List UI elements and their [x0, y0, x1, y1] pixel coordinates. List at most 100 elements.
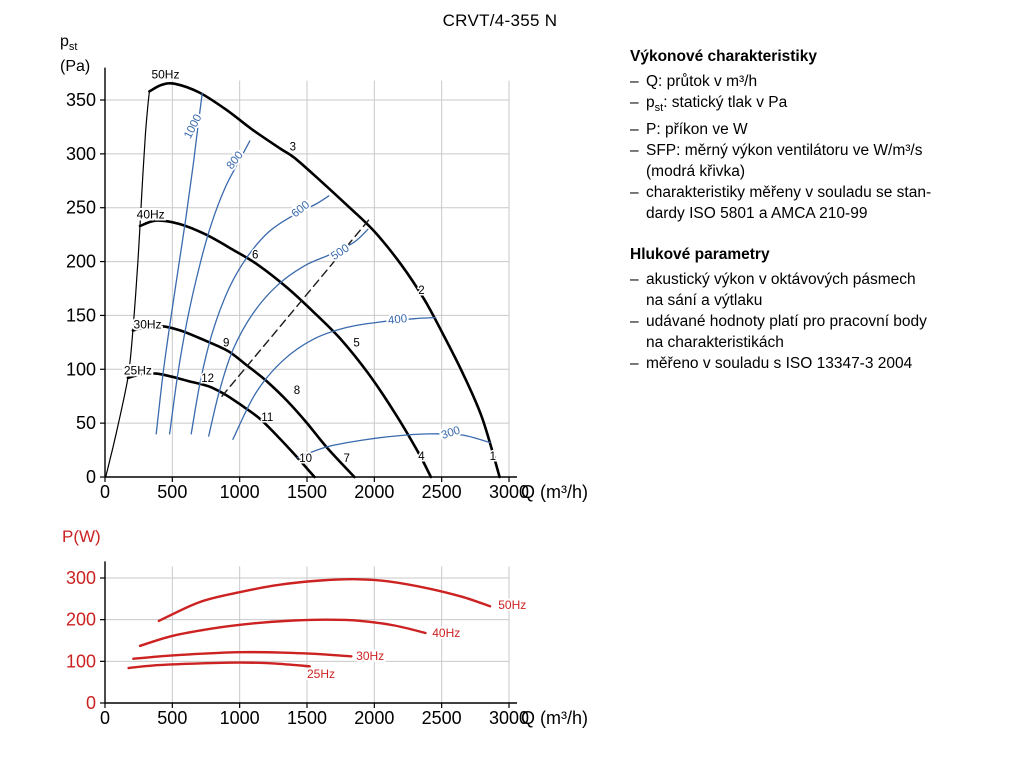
dash-bullet: –: [630, 184, 639, 202]
curve-label-600: 600: [290, 199, 313, 220]
x-tick-label: 2500: [422, 708, 462, 728]
x-tick-label: 0: [100, 482, 110, 502]
y-tick-label: 200: [66, 252, 96, 272]
x-tick-label: 2000: [354, 708, 394, 728]
info-item: – charakteristiky měřeny v souladu se sta…: [630, 182, 1022, 224]
dash-bullet: –: [630, 313, 639, 331]
dash-bullet: –: [630, 73, 639, 90]
sfp-curve-400: [232, 316, 437, 440]
fan-curve-40Hz: [138, 219, 433, 479]
surge-line: [105, 90, 150, 478]
power-curve-50Hz: [157, 577, 492, 623]
curve-label-25Hz: 25Hz: [124, 364, 152, 378]
x-tick-label: 3000: [489, 482, 529, 502]
working-point-label-6: 6: [252, 249, 258, 261]
power-curve-40Hz: [138, 618, 427, 648]
info-item: – P: příkon ve W: [630, 119, 1022, 140]
dash-bullet: –: [630, 142, 639, 160]
info-item-text: měřeno v souladu s ISO 13347-3 2004: [646, 355, 913, 373]
curve-label-50Hz: 50Hz: [498, 598, 526, 612]
y-tick-label: 50: [76, 413, 96, 433]
info-item: – akustický výkon v oktávových pásmech na …: [630, 269, 1022, 311]
info-item: – udávané hodnoty platí pro pracovní body…: [630, 311, 1022, 353]
info-item-text: udávané hodnoty platí pro pracovní body n…: [646, 313, 927, 352]
sfp-curve-500: [208, 228, 369, 437]
pressure-flow-chart: 0 500 1000 1500 2000 2500 3000 0 50 100 150 200 250 3…: [66, 65, 588, 502]
working-point-label-9: 9: [223, 338, 229, 350]
working-point-label-3: 3: [290, 142, 296, 154]
info-item-text: SFP: měrný výkon ventilátoru ve W/m³/s (m…: [646, 142, 923, 181]
working-point-label-5: 5: [353, 338, 359, 350]
info-section-1: Hlukové parametry – akustický výkon v oktá…: [630, 244, 1022, 374]
working-point-label-11: 11: [261, 412, 273, 424]
curve-label-30Hz: 30Hz: [356, 649, 384, 663]
sfp-curve-600: [190, 195, 330, 435]
y-tick-label: 0: [86, 693, 96, 713]
info-item-text: charakteristiky měřeny v souladu se stan…: [646, 184, 932, 223]
power-curve-30Hz: [132, 650, 353, 660]
x-tick-label: 1000: [220, 482, 260, 502]
pressure-chart-y-axis-label: pst (Pa): [60, 33, 91, 76]
dash-bullet: –: [630, 355, 639, 373]
y-tick-label: 0: [86, 467, 96, 487]
curve-label-25Hz: 25Hz: [307, 667, 335, 681]
curve-label-40Hz: 40Hz: [137, 207, 165, 221]
y-tick-label: 150: [66, 305, 96, 325]
info-item-text: P: příkon ve W: [646, 121, 748, 139]
x-tick-label: 2500: [422, 482, 462, 502]
info-section-0: Výkonové charakteristiky – Q: průtok v m³/…: [630, 46, 1022, 224]
page-title: CRVT/4-355 N: [442, 11, 558, 30]
working-point-label-1: 1: [490, 451, 496, 463]
info-item: – měřeno v souladu s ISO 13347-3 2004: [630, 353, 1022, 374]
x-tick-label: 1500: [287, 482, 327, 502]
curve-label-40Hz: 40Hz: [432, 626, 460, 640]
working-point-label-2: 2: [418, 285, 424, 297]
power-flow-chart: 0 500 1000 1500 2000 2500 3000 0 100 200 300 Q (m³/…: [66, 561, 588, 728]
working-point-label-8: 8: [294, 385, 300, 397]
curve-label-800: 800: [225, 149, 246, 172]
dash-bullet: –: [630, 121, 639, 139]
y-tick-label: 100: [66, 359, 96, 379]
y-tick-label: 350: [66, 90, 96, 110]
info-item: – pst: statický tlak v Pa: [630, 92, 1022, 119]
y-tick-label: 100: [66, 651, 96, 671]
sfp-curve-1000: [155, 92, 203, 435]
info-panel: Výkonové charakteristiky – Q: průtok v m³/…: [630, 46, 1022, 394]
x-tick-label: 1000: [220, 708, 260, 728]
curve-label-1000: 1000: [182, 113, 204, 141]
y-tick-label: 250: [66, 198, 96, 218]
curve-label-30Hz: 30Hz: [134, 317, 162, 331]
fan-curve-30Hz: [131, 324, 356, 479]
info-item-text: pst: statický tlak v Pa: [646, 94, 788, 115]
curve-label-50Hz: 50Hz: [151, 67, 179, 81]
optimum-dashed-line: [221, 217, 371, 397]
dash-bullet: –: [630, 94, 639, 111]
working-point-label-12: 12: [201, 373, 214, 385]
x-tick-label: 3000: [489, 708, 529, 728]
x-axis-label: Q (m³/h): [521, 708, 588, 728]
working-point-label-7: 7: [344, 453, 350, 465]
y-tick-label: 300: [66, 144, 96, 164]
curve-label-400: 400: [387, 313, 407, 327]
power-chart-y-axis-label: P(W): [62, 527, 101, 546]
fan-curve-50Hz: [148, 81, 501, 479]
working-point-label-10: 10: [299, 453, 312, 465]
x-tick-label: 0: [100, 708, 110, 728]
info-item: – Q: průtok v m³/h: [630, 71, 1022, 92]
x-tick-label: 2000: [354, 482, 394, 502]
info-item: – SFP: měrný výkon ventilátoru ve W/m³/s(…: [630, 140, 1022, 182]
info-section-title: Hlukové parametry: [630, 246, 770, 264]
sfp-curve-800: [168, 140, 251, 435]
curve-label-300: 300: [440, 425, 462, 442]
x-tick-label: 1500: [287, 708, 327, 728]
dash-bullet: –: [630, 271, 639, 289]
working-point-label-4: 4: [418, 451, 425, 463]
fan-curve-25Hz: [126, 372, 316, 479]
y-tick-label: 200: [66, 610, 96, 630]
x-axis-label: Q (m³/h): [521, 482, 588, 502]
info-item-text: akustický výkon v oktávových pásmech na s…: [646, 271, 916, 310]
power-curve-25Hz: [127, 661, 311, 670]
y-tick-label: 300: [66, 568, 96, 588]
